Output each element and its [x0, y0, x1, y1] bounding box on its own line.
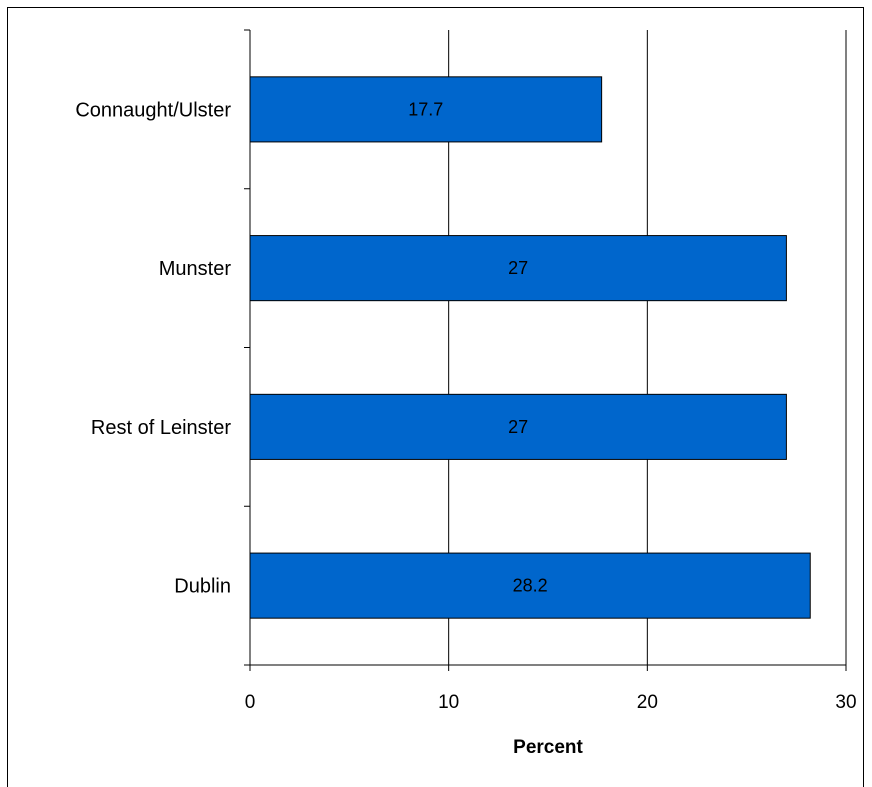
x-tick-label-0: 0	[245, 692, 256, 713]
data-label-dublin: 28.2	[513, 576, 548, 596]
ticks: 0 10 20 30	[244, 29, 857, 713]
x-tick-label-10: 10	[438, 692, 459, 713]
x-axis-title: Percent	[513, 737, 583, 758]
category-label-munster: Munster	[159, 258, 232, 280]
x-tick-label-20: 20	[637, 692, 658, 713]
bar-dublin	[249, 552, 811, 619]
bars	[249, 76, 811, 619]
bar-rest-of-leinster	[249, 393, 787, 460]
data-label-rest-of-leinster: 27	[508, 417, 528, 437]
category-label-dublin: Dublin	[174, 576, 231, 598]
category-label-rest-of-leinster: Rest of Leinster	[91, 417, 231, 439]
data-label-munster: 27	[508, 258, 528, 278]
category-label-connaught-ulster: Connaught/Ulster	[75, 99, 231, 121]
labels: Connaught/Ulster 17.7 Munster 27 Rest of Lei…	[75, 99, 547, 597]
bar-munster	[249, 235, 787, 302]
x-tick-label-30: 30	[835, 692, 856, 713]
data-label-connaught-ulster: 17.7	[408, 99, 443, 119]
